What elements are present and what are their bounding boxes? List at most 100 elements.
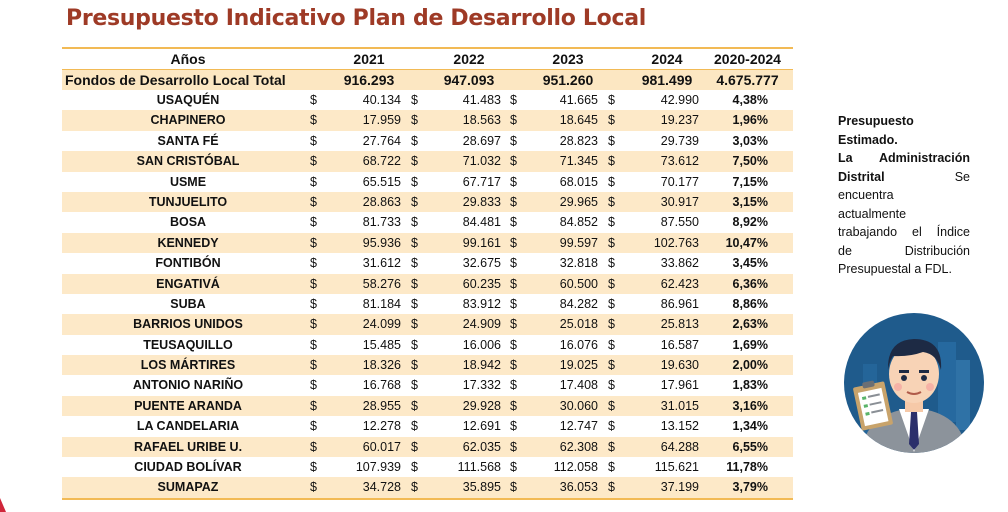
currency-symbol: $ (608, 439, 615, 454)
value-2021: 31.612 (362, 256, 401, 271)
total-2022: 947.093 (443, 72, 495, 88)
value-2021: 24.099 (362, 317, 401, 332)
total-label: Fondos de Desarrollo Local Total (65, 72, 286, 88)
currency-symbol: $ (510, 460, 517, 475)
header-2020-2024: 2020-2024 (714, 51, 781, 67)
table-row: SUMAPAZ $34.728 $35.895 $36.053 $37.199 3,79% (62, 477, 793, 498)
share-percent: 6,36% (732, 276, 768, 291)
value-2022: 16.006 (462, 337, 501, 352)
value-2022: 18.942 (462, 358, 501, 373)
value-2021: 95.936 (362, 235, 401, 250)
value-2022: 28.697 (462, 133, 501, 148)
table-row: PUENTE ARANDA $28.955 $29.928 $30.060 $31.01… (62, 395, 793, 417)
district-name: BOSA (169, 215, 207, 230)
district-name: SUMAPAZ (157, 480, 219, 495)
note-line6: actualmente (838, 206, 907, 221)
table-row: TEUSAQUILLO $15.485 $16.006 $16.076 $16.587 1… (62, 335, 793, 355)
table-row: TUNJUELITO $28.863 $29.833 $29.965 $30.917 3,… (62, 191, 793, 213)
value-2022: 29.833 (462, 194, 501, 209)
currency-symbol: $ (608, 296, 615, 311)
header-anos: Años (170, 51, 206, 67)
currency-symbol: $ (510, 398, 517, 413)
district-name: CHAPINERO (150, 113, 226, 128)
currency-symbol: $ (310, 154, 317, 169)
value-2023: 17.408 (559, 378, 598, 393)
value-2024: 31.015 (660, 398, 699, 413)
value-2023: 84.282 (559, 296, 598, 311)
table-row: SANTA FÉ $27.764 $28.697 $28.823 $29.739 3,03… (62, 131, 793, 151)
share-percent: 7,15% (732, 174, 768, 189)
currency-symbol: $ (310, 419, 317, 434)
currency-symbol: $ (411, 337, 418, 352)
table-row: LA CANDELARIA $12.278 $12.691 $12.747 $13.15… (62, 416, 793, 436)
currency-symbol: $ (310, 480, 317, 495)
share-percent: 3,45% (732, 256, 768, 271)
district-name: PUENTE ARANDA (134, 398, 242, 413)
table-row: USAQUÉN $40.134 $41.483 $41.665 $42.990 4,38% (62, 90, 793, 110)
district-name: TEUSAQUILLO (143, 337, 233, 352)
currency-symbol: $ (411, 419, 418, 434)
value-2024: 73.612 (660, 154, 699, 169)
table-row: LOS MÁRTIRES $18.326 $18.942 $19.025 $19.630… (62, 355, 793, 376)
table-row: FONTIBÓN $31.612 $32.675 $32.818 $33.862 3,45… (62, 253, 793, 273)
currency-symbol: $ (608, 337, 615, 352)
currency-symbol: $ (608, 358, 615, 373)
currency-symbol: $ (510, 276, 517, 291)
currency-symbol: $ (411, 113, 418, 128)
table-total-row: Fondos de Desarrollo Local Total 916.293… (62, 69, 793, 90)
value-2024: 33.862 (660, 256, 699, 271)
value-2024: 19.630 (660, 358, 699, 373)
value-2022: 60.235 (462, 276, 501, 291)
value-2021: 107.939 (355, 460, 401, 475)
currency-symbol: $ (411, 93, 418, 107)
currency-symbol: $ (608, 154, 615, 169)
table-row: KENNEDY $95.936 $99.161 $99.597 $102.763 10,4… (62, 232, 793, 254)
currency-symbol: $ (310, 276, 317, 291)
currency-symbol: $ (310, 398, 317, 413)
value-2024: 42.990 (660, 93, 699, 107)
currency-symbol: $ (310, 133, 317, 148)
currency-symbol: $ (510, 439, 517, 454)
district-name: ANTONIO NARIÑO (132, 378, 244, 393)
value-2021: 34.728 (362, 480, 401, 495)
value-2024: 62.423 (660, 276, 699, 291)
value-2023: 25.018 (559, 317, 598, 332)
currency-symbol: $ (510, 194, 517, 209)
currency-symbol: $ (510, 133, 517, 148)
currency-symbol: $ (310, 358, 317, 373)
value-2023: 71.345 (559, 154, 598, 169)
value-2023: 99.597 (559, 235, 598, 250)
currency-symbol: $ (411, 378, 418, 393)
header-2024: 2024 (651, 51, 683, 67)
currency-symbol: $ (510, 235, 517, 250)
currency-symbol: $ (510, 378, 517, 393)
district-name: USME (169, 174, 207, 189)
district-name: BARRIOS UNIDOS (133, 317, 243, 332)
value-2022: 67.717 (462, 174, 501, 189)
currency-symbol: $ (608, 215, 615, 230)
value-2022: 83.912 (462, 296, 501, 311)
currency-symbol: $ (608, 419, 615, 434)
page-title: Presupuesto Indicativo Plan de Desarroll… (66, 6, 646, 31)
note-line4a: Distrital (838, 169, 885, 184)
share-percent: 2,00% (732, 358, 768, 373)
value-2023: 36.053 (559, 480, 598, 495)
value-2022: 41.483 (462, 93, 501, 107)
total-2024: 981.499 (641, 72, 693, 88)
note-line2: Estimado. (838, 132, 898, 147)
table-row: USME $65.515 $67.717 $68.015 $70.177 7,15% (62, 172, 793, 192)
share-percent: 4,38% (732, 93, 768, 107)
district-name: CIUDAD BOLÍVAR (134, 460, 242, 475)
value-2024: 29.739 (660, 133, 699, 148)
share-percent: 3,16% (732, 398, 768, 413)
table-row: CIUDAD BOLÍVAR $107.939 $111.568 $112.058 $1… (62, 457, 793, 477)
value-2021: 12.278 (362, 419, 401, 434)
currency-symbol: $ (411, 174, 418, 189)
currency-symbol: $ (608, 460, 615, 475)
value-2021: 65.515 (362, 174, 401, 189)
currency-symbol: $ (310, 378, 317, 393)
currency-symbol: $ (411, 194, 418, 209)
currency-symbol: $ (510, 480, 517, 495)
share-percent: 1,83% (732, 378, 768, 393)
value-2023: 16.076 (559, 337, 598, 352)
